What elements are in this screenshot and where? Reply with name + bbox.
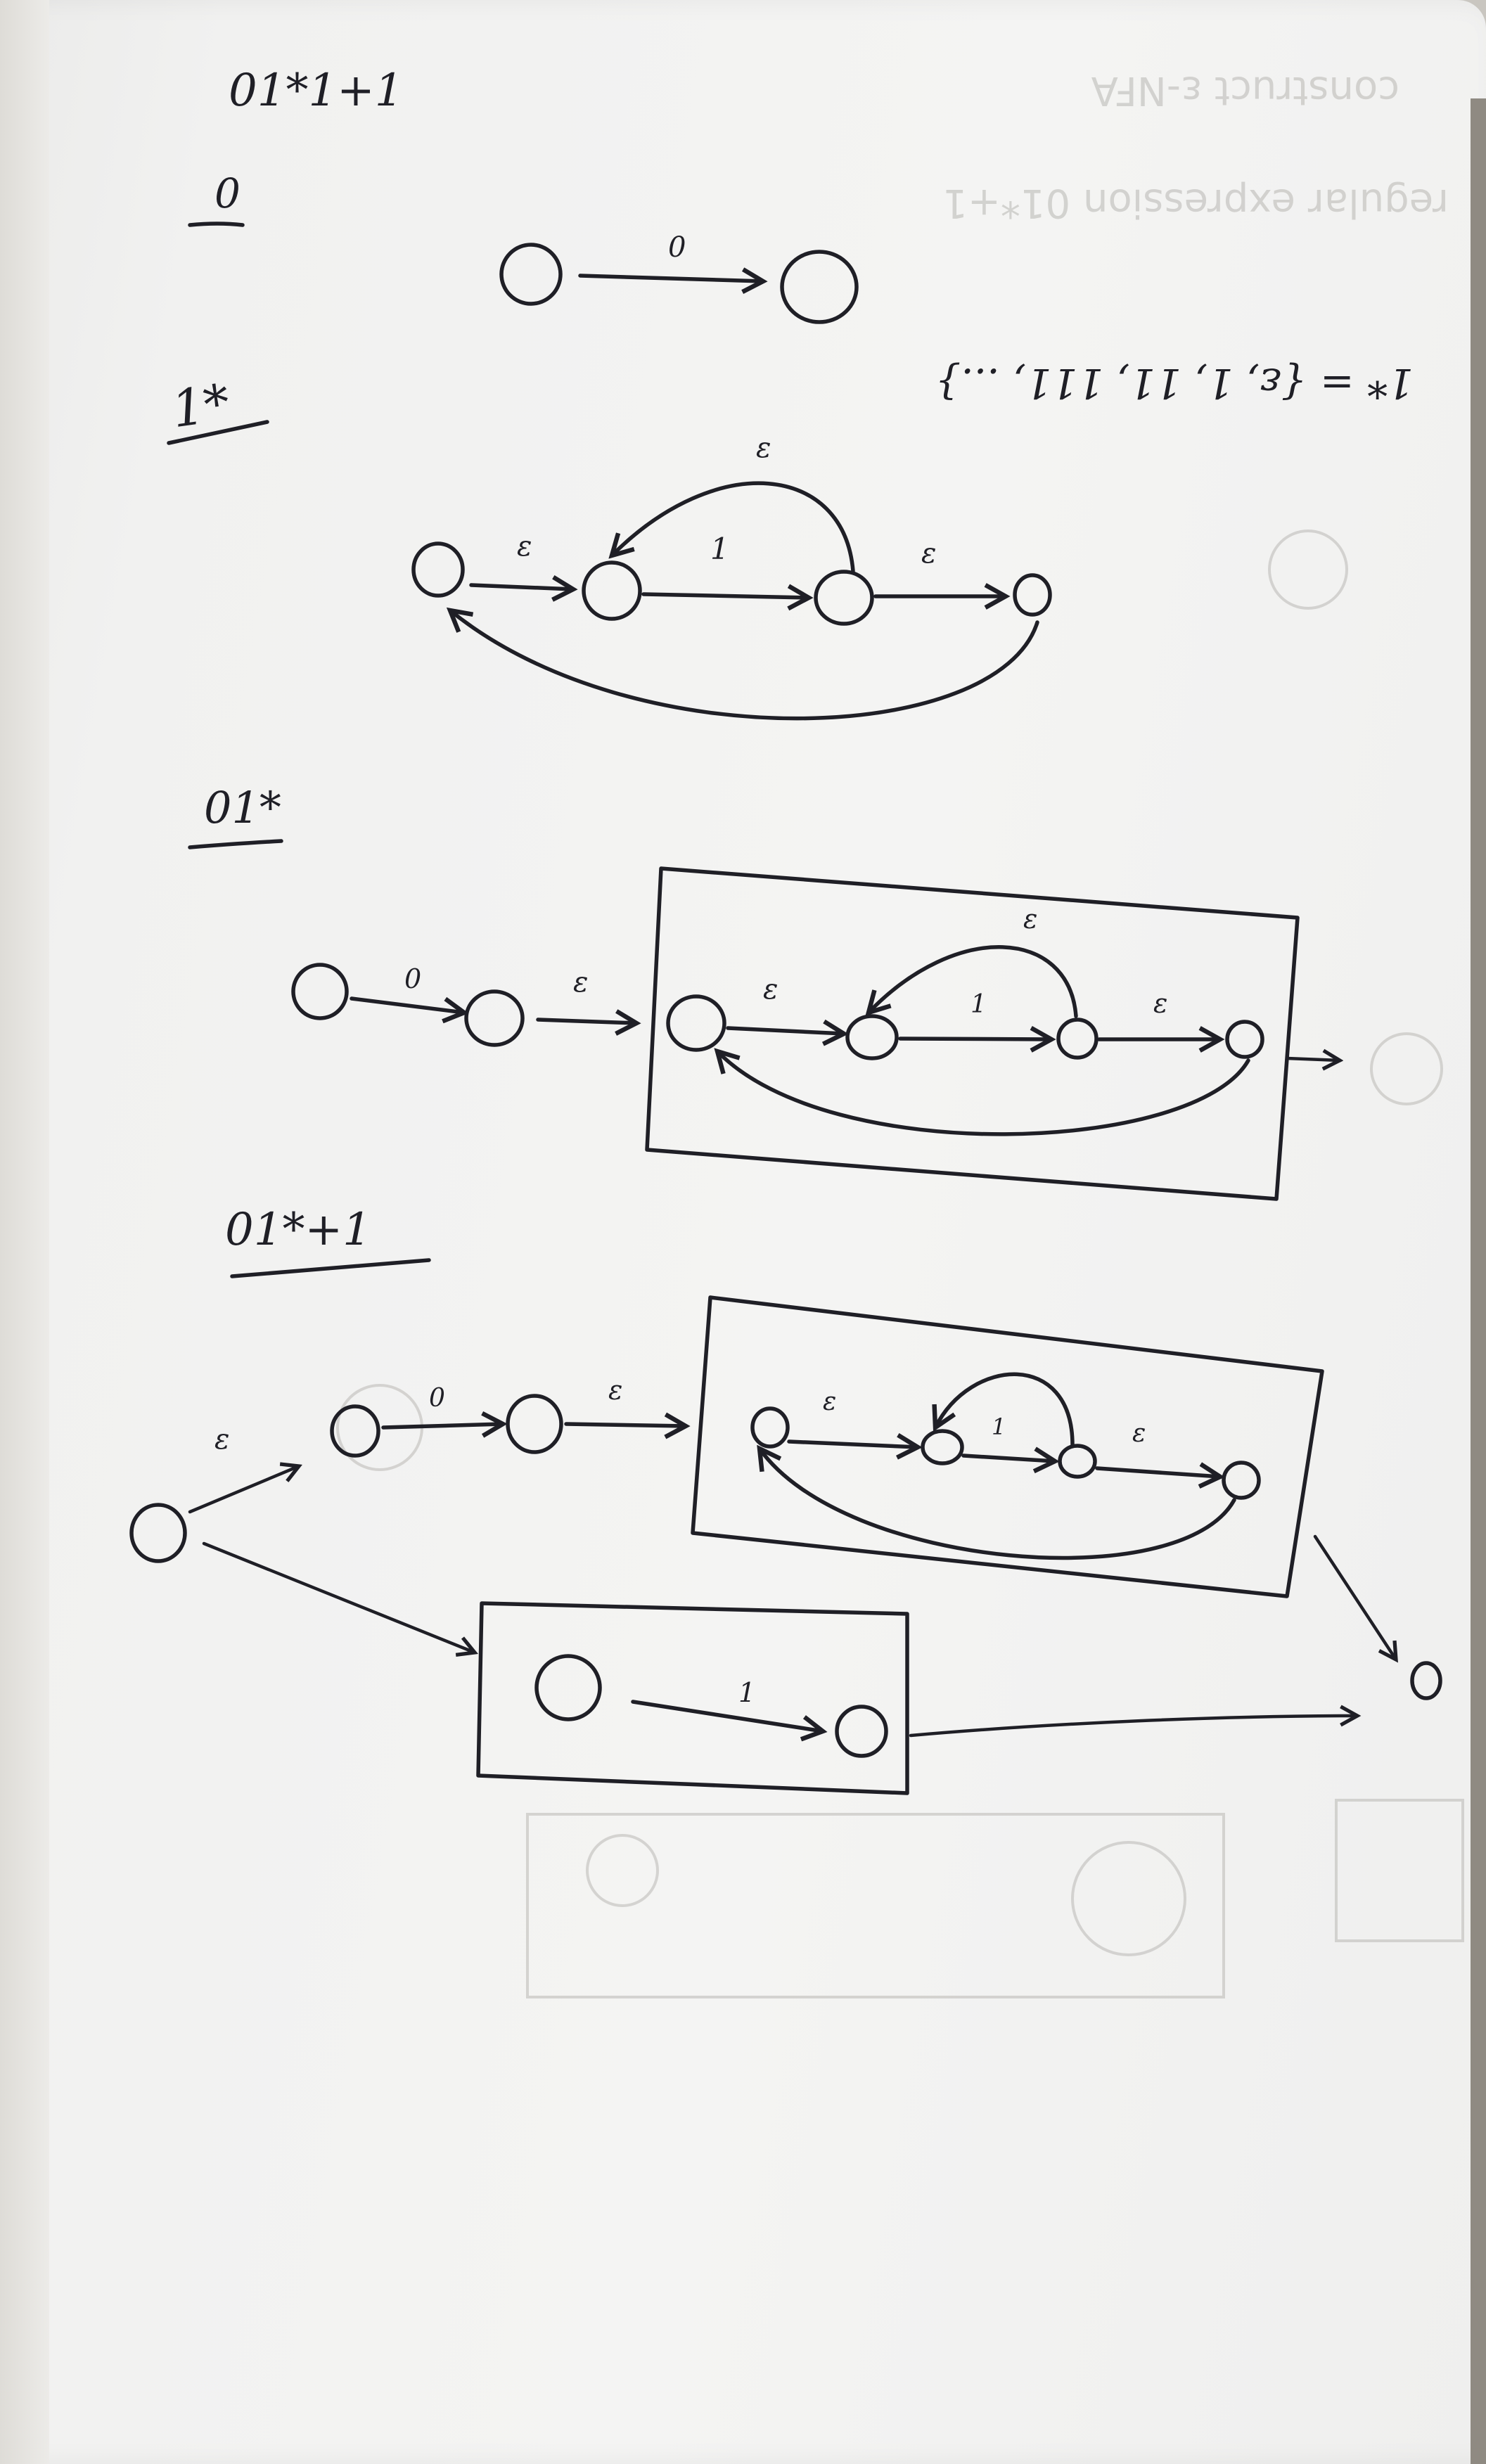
transition-arrow	[631, 1700, 823, 1731]
bypass-arrow	[450, 610, 1039, 721]
state-circle	[1225, 1020, 1264, 1059]
state-circle	[835, 1705, 888, 1758]
underline-0	[188, 222, 245, 227]
transition-arrow	[469, 585, 573, 589]
transition-arrow	[202, 1541, 475, 1653]
set-notation-note: 1* = {ε, 1, 11, 111, ...}	[935, 359, 1414, 407]
ghost-line-1: construct ε-NFA	[1091, 68, 1399, 113]
state-circle	[1222, 1461, 1261, 1500]
transition-label: ε	[214, 1423, 229, 1456]
state-circle	[1058, 1444, 1097, 1479]
transition-arrow	[578, 276, 763, 281]
transition-label: 1	[971, 990, 987, 1019]
transition-arrow	[787, 1442, 918, 1447]
transition-label: 1	[992, 1413, 1006, 1440]
transition-arrow	[350, 996, 464, 1013]
transition-arrow	[536, 1020, 636, 1023]
star-subautomaton-box	[691, 1295, 1324, 1598]
ghost-line-2: regular expression 01*+1	[942, 180, 1449, 226]
transition-label: ε	[823, 1387, 836, 1416]
section-title-1-star: 1*	[168, 373, 233, 439]
state-circle	[411, 541, 465, 598]
transition-label: ε	[608, 1375, 622, 1406]
page-edge-shadow	[1471, 98, 1486, 2464]
section-0: 0 0	[188, 169, 859, 324]
transition-label: 0	[668, 231, 686, 264]
transition-label: 0	[429, 1384, 445, 1413]
loop-back-arrow	[869, 945, 1078, 1018]
final-state-circle	[1410, 1661, 1442, 1700]
page-heading: 01*1+1	[229, 65, 404, 117]
state-circle	[464, 989, 525, 1047]
state-circle	[750, 1406, 790, 1449]
transition-arrow	[641, 594, 809, 598]
state-circle	[506, 1394, 563, 1454]
underline-01-star	[188, 839, 283, 849]
state-circle	[499, 243, 563, 306]
section-01-star: 01* 0 ε ε 1 ε ε	[188, 782, 1340, 1201]
section-title-01-star-plus-1: 01*+1	[225, 1204, 371, 1256]
transition-arrow	[726, 1028, 844, 1034]
loop-back-arrow	[935, 1372, 1075, 1447]
notebook-binding	[0, 0, 49, 2464]
state-circle	[666, 994, 726, 1052]
section-1-star: 1* 1* = {ε, 1, 11, 111, ...} ε 1 ε ε	[167, 359, 1414, 721]
state-circle	[582, 560, 642, 621]
one-subautomaton-box	[476, 1601, 909, 1795]
state-circle	[330, 1404, 380, 1458]
state-circle	[814, 570, 874, 626]
transition-label: 1	[738, 1677, 755, 1708]
state-circle	[845, 1014, 899, 1060]
start-state-circle	[129, 1503, 187, 1563]
transition-arrow	[564, 1424, 686, 1426]
transition-arrow	[188, 1466, 299, 1514]
underline-1-star	[167, 420, 269, 445]
transition-arrow	[381, 1424, 503, 1427]
exit-arrow	[1313, 1534, 1396, 1660]
transition-label: ε	[763, 973, 778, 1006]
transition-arrow	[961, 1456, 1055, 1461]
transition-label: ε	[1023, 904, 1037, 935]
transition-label: ε	[517, 530, 532, 563]
transition-label: 1	[710, 532, 729, 566]
transition-label: 0	[404, 963, 421, 994]
state-circle	[534, 1654, 602, 1721]
state-circle	[1056, 1018, 1099, 1060]
bypass-arrow	[760, 1449, 1236, 1560]
underline-01-star-plus-1	[230, 1258, 431, 1278]
section-title-01-star: 01*	[204, 782, 281, 833]
state-circle	[780, 250, 859, 324]
state-circle	[921, 1429, 964, 1465]
transition-label: ε	[1132, 1419, 1146, 1448]
section-title-0: 0	[214, 169, 241, 217]
state-circle	[291, 963, 349, 1020]
bypass-arrow	[717, 1051, 1250, 1136]
star-subautomaton-box	[645, 866, 1300, 1201]
transition-label: ε	[921, 537, 936, 570]
state-circle	[1013, 573, 1052, 617]
exit-arrow	[909, 1716, 1357, 1738]
section-01-star-plus-1: 01*+1 ε 0 ε ε 1 ε 1 ε	[129, 1204, 1442, 1795]
exit-arrow	[1285, 1058, 1340, 1060]
transition-arrow	[1095, 1468, 1220, 1477]
loop-back-arrow	[612, 481, 855, 573]
transition-label: ε	[573, 966, 588, 999]
bleed-through-ghost: construct ε-NFA regular expression 01*+1	[336, 68, 1464, 1998]
transition-label: ε	[756, 432, 771, 464]
transition-label: ε	[1153, 988, 1167, 1019]
